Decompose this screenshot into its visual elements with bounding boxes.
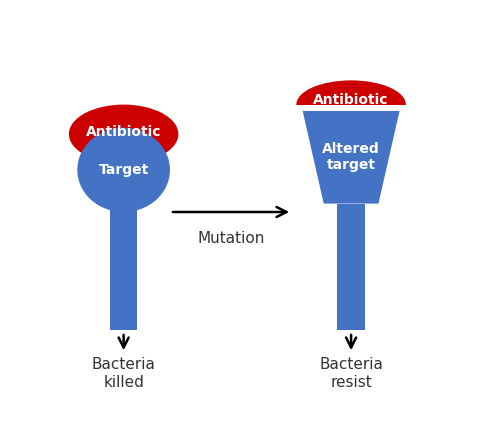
Text: Altered
target: Altered target (322, 142, 380, 172)
Ellipse shape (69, 105, 178, 164)
Text: Target: Target (98, 163, 149, 177)
Bar (338, 204, 365, 330)
Text: Mutation: Mutation (198, 231, 264, 246)
Polygon shape (302, 111, 400, 204)
Text: Antibiotic: Antibiotic (86, 125, 162, 139)
Bar (338, 204, 365, 330)
Text: Bacteria
killed: Bacteria killed (92, 357, 156, 390)
Polygon shape (302, 111, 400, 204)
Ellipse shape (296, 81, 406, 129)
Text: Bacteria
resist: Bacteria resist (319, 357, 383, 390)
Ellipse shape (78, 128, 170, 212)
Bar (292, 105, 410, 334)
Text: Antibiotic: Antibiotic (314, 93, 389, 107)
Bar (110, 204, 138, 330)
